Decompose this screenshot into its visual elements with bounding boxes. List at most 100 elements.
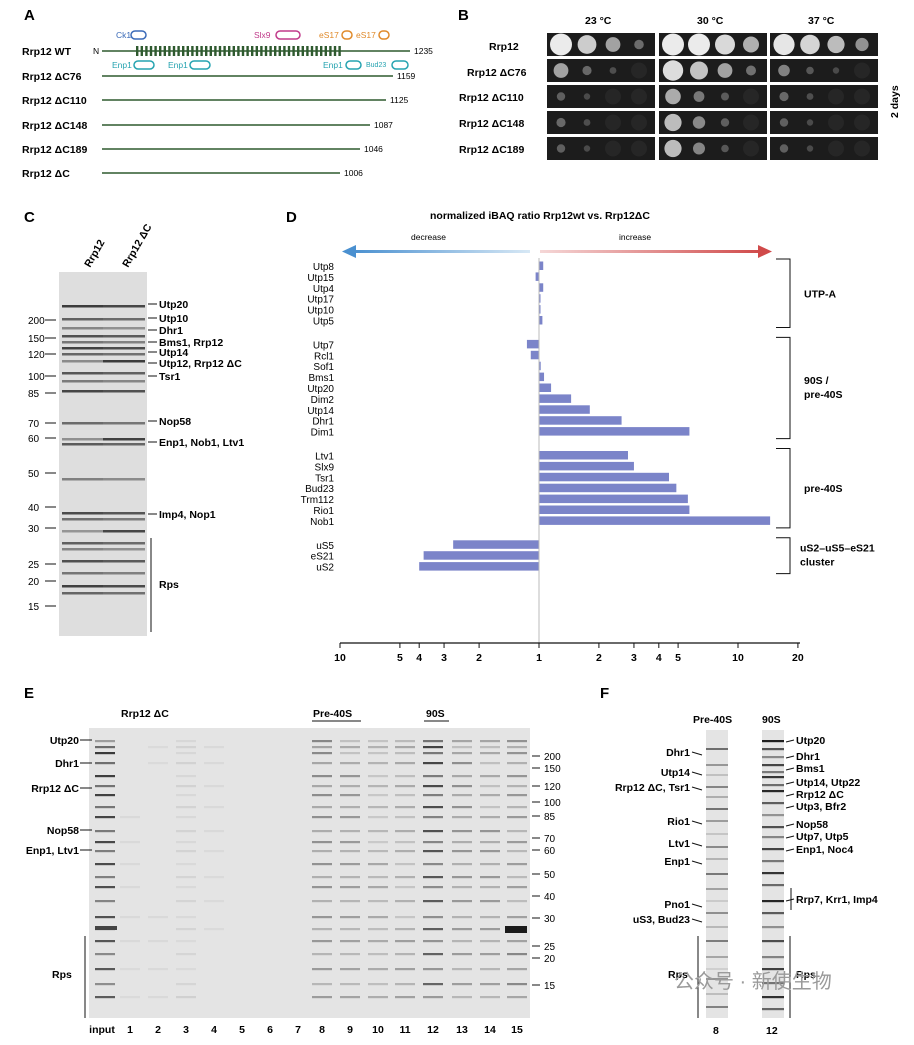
strain-label: Rrp12 ΔC110: [459, 92, 524, 104]
x-tick-label: 3: [441, 652, 447, 664]
gel-band: [62, 530, 104, 533]
gel-band: [762, 968, 784, 971]
mw-marker: 60: [28, 434, 40, 445]
mw-marker: 50: [544, 870, 556, 881]
motif-label: eS17: [319, 30, 339, 40]
group-label: UTP-A: [804, 288, 836, 300]
gel-band: [62, 380, 104, 383]
gel-band: [423, 953, 443, 956]
gel-band: [312, 968, 332, 971]
gel-band: [368, 740, 388, 743]
gel-band: [505, 926, 527, 933]
band-pointer: [785, 739, 795, 743]
gel-band: [340, 928, 360, 931]
gel-band: [762, 764, 784, 767]
panel-d: D normalized iBAQ ratio Rrp12wt vs. Rrp1…: [286, 209, 875, 664]
category-label: Utp8: [313, 262, 335, 273]
gel-c-markers: 200 150 120 100 85 70 60 50 40 30 25 20 15: [28, 316, 56, 613]
category-label: Dim2: [311, 395, 335, 406]
gel-band: [62, 341, 104, 344]
yeast-spot: [665, 88, 681, 105]
data-bar: [539, 394, 572, 403]
increase-arrow: [540, 250, 762, 253]
gel-band: [423, 916, 443, 919]
motif-label: Ck1: [116, 30, 131, 40]
yeast-spot: [832, 67, 840, 74]
gel-band: [507, 886, 527, 889]
gel-band: [62, 518, 104, 521]
gel-band: [452, 816, 472, 819]
heat-repeat: [306, 46, 309, 56]
gel-band: [103, 512, 145, 515]
lane-header: Pre-40S: [693, 714, 732, 726]
gel-band: [62, 372, 104, 375]
gel-band: [507, 816, 527, 819]
gel-band: [340, 841, 360, 844]
yeast-spot: [828, 88, 844, 105]
gel-band: [340, 863, 360, 866]
group-bracket: [776, 336, 791, 440]
gel-band: [480, 886, 500, 889]
gel-band: [423, 996, 443, 999]
gel-band: [176, 953, 196, 956]
band-pointer: [785, 823, 795, 827]
gel-band: [706, 786, 728, 788]
gel-band: [120, 863, 140, 866]
gel-band: [368, 816, 388, 819]
gel-band: [395, 775, 415, 778]
data-bar: [539, 516, 771, 525]
gel-band: [480, 968, 500, 971]
band-label: Tsr1: [159, 371, 181, 383]
gel-band: [148, 746, 168, 749]
gel-band: [103, 572, 145, 575]
gel-band: [762, 996, 784, 999]
category-label: Sof1: [313, 362, 334, 373]
construct-end: 1046: [364, 144, 383, 154]
plate-cell: [659, 59, 767, 82]
gel-band: [480, 816, 500, 819]
band-pointer: [691, 918, 703, 923]
gel-band: [706, 820, 728, 822]
gel-band: [423, 816, 443, 819]
gel-band: [452, 886, 472, 889]
plate-cell: [547, 59, 655, 82]
gel-band: [423, 841, 443, 844]
gel-band: [395, 752, 415, 755]
yeast-spot: [743, 140, 759, 157]
gel-band: [706, 968, 728, 970]
yeast-spot: [717, 63, 733, 78]
yeast-spot: [746, 65, 756, 76]
motif-label: Enp1: [168, 60, 188, 70]
gel-band: [368, 762, 388, 765]
band-label: Utp14: [159, 347, 188, 359]
band-label: Dhr1: [55, 758, 79, 770]
heat-repeat: [287, 46, 291, 56]
gel-band: [103, 530, 145, 533]
mw-marker: 60: [544, 846, 556, 857]
category-label: Utp7: [313, 340, 335, 351]
yeast-spot: [743, 114, 759, 131]
gel-band: [312, 746, 332, 749]
yeast-spot: [854, 140, 870, 157]
gel-band: [762, 748, 784, 751]
yeast-spot: [720, 118, 730, 127]
mw-marker: 20: [544, 954, 556, 965]
band-pointer: [785, 781, 795, 785]
lane-number: 11: [399, 1024, 410, 1036]
heat-repeat: [163, 46, 166, 56]
duration-label: 2 days: [889, 85, 901, 118]
lane-number: 5: [239, 1024, 245, 1036]
gel-band: [176, 794, 196, 797]
gel-band: [103, 372, 145, 375]
gel-e: [89, 728, 530, 1018]
gel-band: [706, 833, 728, 835]
gel-c: [59, 272, 147, 636]
x-tick-label: 2: [476, 652, 482, 664]
gel-band: [762, 912, 784, 915]
motif-box: [275, 30, 301, 40]
band-pointer: [785, 767, 795, 771]
gel-band: [340, 806, 360, 809]
gel-band: [480, 841, 500, 844]
